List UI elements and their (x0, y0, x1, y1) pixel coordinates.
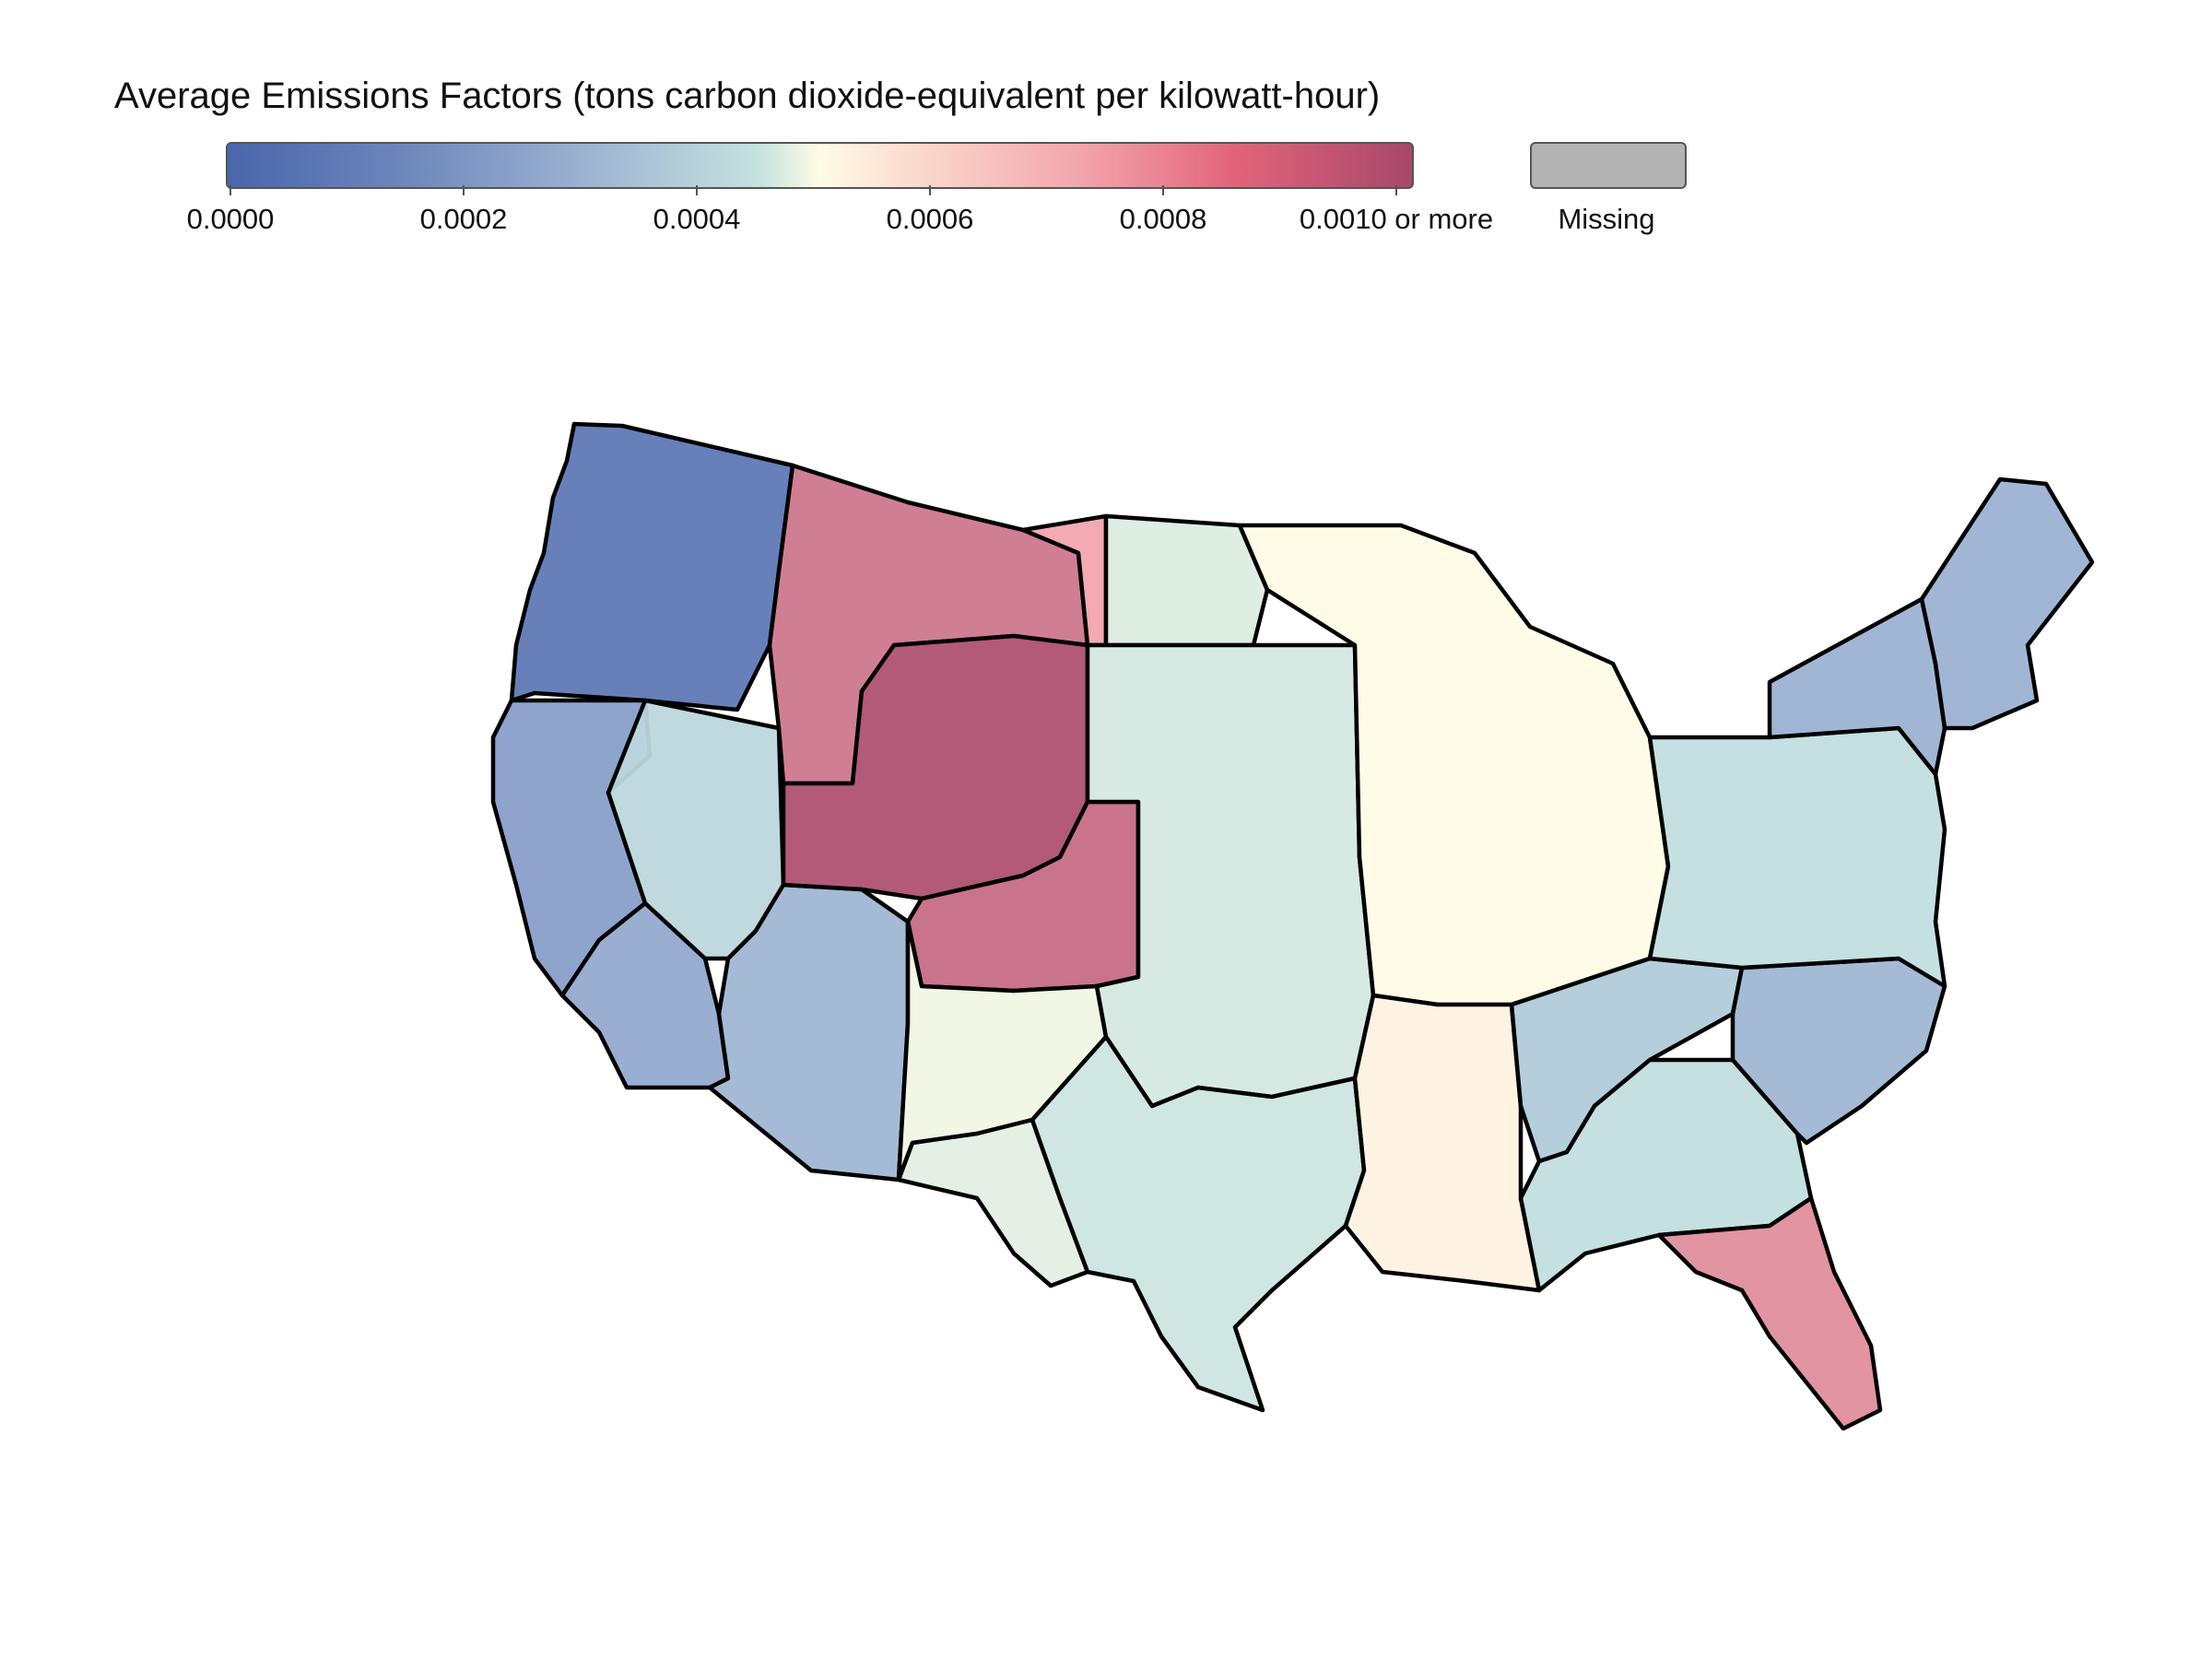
tick-label: 0.0000 (186, 203, 275, 235)
tick-mark (1162, 185, 1164, 195)
tick-mark (696, 185, 698, 195)
tick-label: 0.0010 or more (1299, 203, 1494, 235)
region-mississippi-valley (1343, 993, 1542, 1293)
region-new-england (1919, 477, 2095, 731)
legend-title: Average Emissions Factors (tons carbon d… (114, 76, 1381, 116)
region-pjm (1647, 725, 1947, 989)
regions-layer (490, 421, 2095, 1431)
tick-label: 0.0002 (419, 203, 508, 235)
tick-label: 0.0008 (1119, 203, 1207, 235)
region-pacific-northwest (509, 421, 795, 712)
tick-mark (1395, 185, 1397, 195)
colorbar (226, 142, 1414, 189)
missing-label: Missing (1558, 203, 1655, 235)
region-texas (1030, 1034, 1367, 1413)
missing-swatch (1530, 142, 1687, 189)
tick-mark (229, 185, 231, 195)
tick-label: 0.0006 (886, 203, 974, 235)
tick-label: 0.0004 (653, 203, 741, 235)
tick-mark (929, 185, 931, 195)
region-florida (1656, 1195, 1883, 1431)
tick-mark (463, 185, 465, 195)
